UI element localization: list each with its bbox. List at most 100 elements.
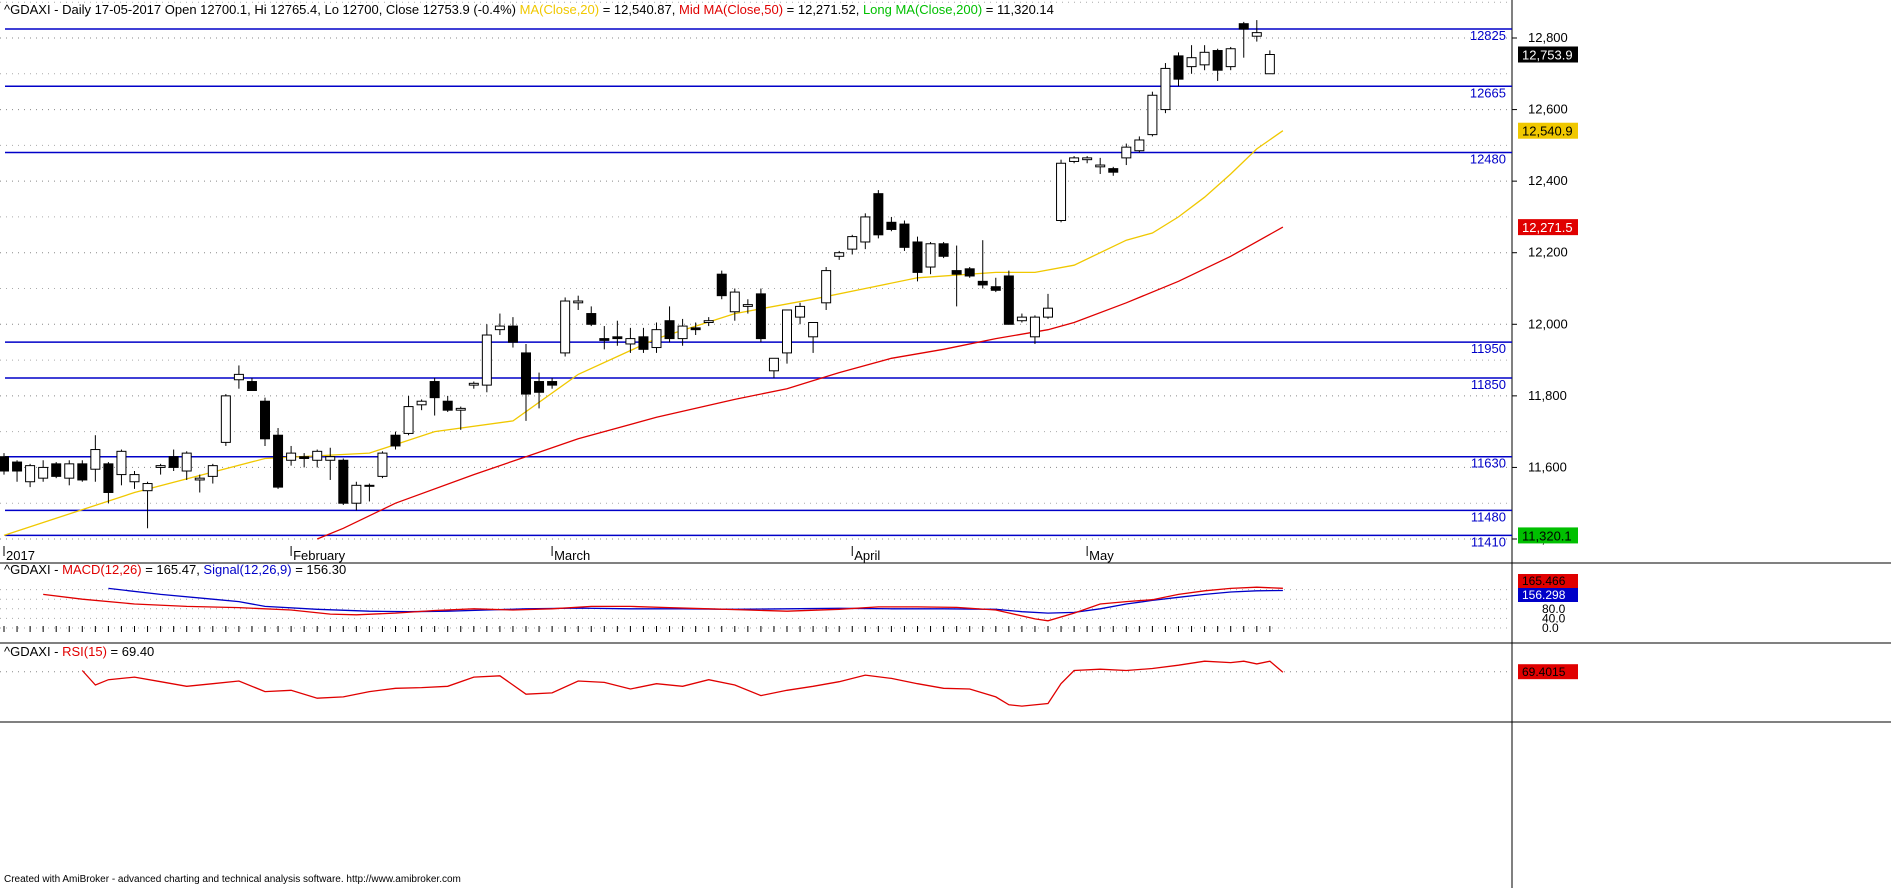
candle xyxy=(507,317,518,348)
candle-body xyxy=(38,466,49,479)
candle-body xyxy=(808,321,819,338)
candle-body xyxy=(168,456,179,468)
candle-body xyxy=(338,459,349,504)
candle xyxy=(834,250,845,260)
candle-body xyxy=(964,268,975,277)
signal-label: Signal(12,26,9) xyxy=(203,562,291,577)
candle-body xyxy=(768,357,779,372)
candle xyxy=(390,431,401,450)
candle xyxy=(1160,63,1171,114)
candle-body xyxy=(1003,275,1014,325)
horizontal-levels: 12825 12665 12480 11950 11850 11630 11480 11410 xyxy=(5,28,1512,549)
chart-title: ^GDAXI - Daily 17-05-2017 Open 12700.1, … xyxy=(4,2,1054,17)
macd-value: 165.47 xyxy=(156,562,196,577)
level-label: 12480 xyxy=(1470,152,1506,167)
candle xyxy=(599,326,610,350)
macd-line xyxy=(43,586,1283,622)
macd-tick-label: 40.0 xyxy=(1542,611,1566,625)
macd-badge-bg xyxy=(1518,574,1578,588)
candle-body xyxy=(1134,139,1145,152)
candle-body xyxy=(1212,50,1223,71)
signal-badge-text: 156.298 xyxy=(1522,588,1566,602)
candle xyxy=(873,190,884,239)
candle xyxy=(273,428,284,489)
candle-body xyxy=(51,463,62,477)
candle-body xyxy=(1016,316,1027,322)
candle xyxy=(951,245,962,307)
candle-body xyxy=(90,449,101,470)
candle-body xyxy=(246,381,257,391)
candle xyxy=(77,460,88,482)
candle xyxy=(220,394,231,446)
ma200-label: Long MA(Close,200) xyxy=(863,2,982,17)
candle-body xyxy=(286,452,297,461)
candle xyxy=(64,460,75,486)
candle xyxy=(860,213,871,250)
candle xyxy=(795,302,806,325)
candle-body xyxy=(455,407,466,411)
rsi-panel: 69.4015 xyxy=(0,660,1578,707)
rsi-line xyxy=(81,660,1284,707)
candle xyxy=(1108,166,1119,176)
candle-body xyxy=(12,461,23,472)
candle xyxy=(1016,313,1027,323)
ma50-line xyxy=(316,226,1284,540)
candle-body xyxy=(1147,94,1158,136)
candle xyxy=(1069,156,1080,164)
candle-body xyxy=(560,300,571,354)
signal-line xyxy=(108,587,1283,614)
price-tick-label: 12,200 xyxy=(1528,245,1568,260)
candle xyxy=(990,277,1001,293)
candle xyxy=(338,458,349,506)
candle xyxy=(808,321,819,353)
macd-badge-text: 165.466 xyxy=(1522,574,1566,588)
candle-body xyxy=(442,400,453,411)
candle-body xyxy=(194,477,205,481)
price-tick-label: 12,800 xyxy=(1528,30,1568,45)
candle xyxy=(703,317,714,327)
candle-body xyxy=(821,270,832,304)
candle xyxy=(351,481,362,511)
price-badge: 12,753.9 xyxy=(1518,46,1578,63)
candle-body xyxy=(1186,57,1197,68)
moving-averages xyxy=(3,130,1284,540)
candle xyxy=(586,306,597,327)
candle xyxy=(38,460,49,482)
ma200-value: 11,320.14 xyxy=(997,2,1054,17)
level-label: 11480 xyxy=(1471,509,1506,524)
price-tick-label: 11,800 xyxy=(1528,388,1567,403)
candle-body xyxy=(1251,32,1262,37)
candle-body xyxy=(938,243,949,257)
candle-body xyxy=(129,474,140,483)
candle xyxy=(260,397,270,446)
candle xyxy=(521,343,531,421)
candle-body xyxy=(481,334,492,386)
candle-body xyxy=(403,406,414,434)
ma20-line xyxy=(3,130,1284,537)
candle xyxy=(1003,270,1014,325)
candle xyxy=(1186,45,1197,74)
candle xyxy=(494,313,505,336)
candle-body xyxy=(860,216,871,243)
candle xyxy=(325,447,336,480)
candle xyxy=(742,299,753,314)
candle-body xyxy=(299,456,310,459)
candle-body xyxy=(1108,168,1119,173)
candle-body xyxy=(390,434,401,447)
candle xyxy=(925,241,936,275)
candle xyxy=(403,395,414,436)
rsi-title: ^GDAXI - RSI(15) = 69.40 xyxy=(4,644,154,659)
candle-body xyxy=(664,320,675,340)
candle xyxy=(547,377,558,389)
candle xyxy=(912,236,923,282)
candle-body xyxy=(77,463,88,481)
ma50-value: 12,271.52 xyxy=(798,2,856,17)
candle xyxy=(286,445,297,466)
candle xyxy=(442,395,453,412)
candle-body xyxy=(220,395,231,443)
candle-body xyxy=(703,320,714,323)
candle-body xyxy=(716,273,727,297)
candle-body xyxy=(1095,164,1106,168)
candle xyxy=(142,481,153,529)
